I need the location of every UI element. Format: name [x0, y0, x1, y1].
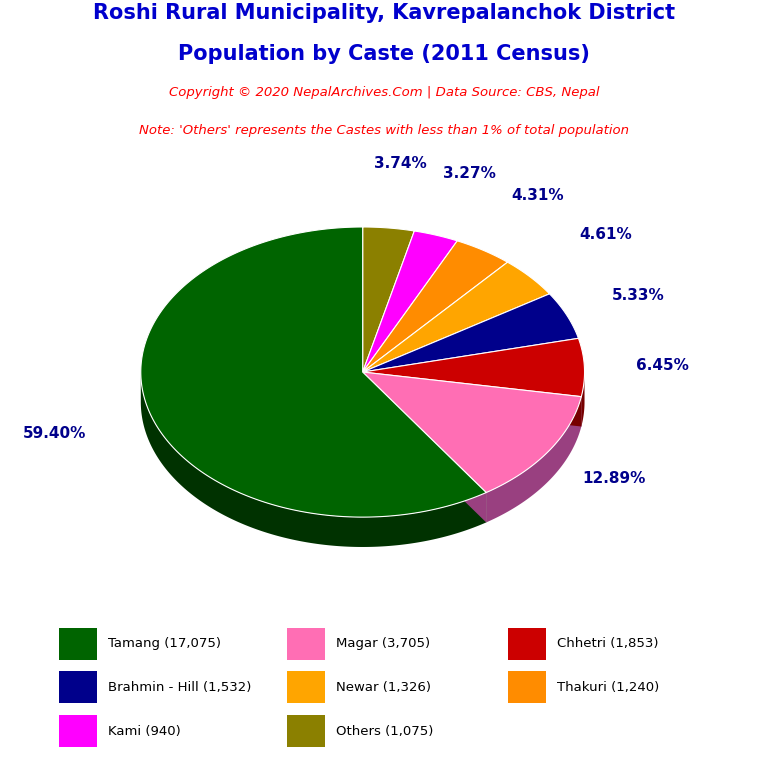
FancyBboxPatch shape [508, 671, 547, 703]
Text: Kami (940): Kami (940) [108, 725, 180, 737]
Polygon shape [362, 372, 581, 426]
FancyBboxPatch shape [59, 715, 97, 747]
Polygon shape [362, 241, 508, 372]
Text: 12.89%: 12.89% [582, 471, 646, 486]
Polygon shape [362, 372, 486, 522]
Text: Chhetri (1,853): Chhetri (1,853) [557, 637, 658, 650]
FancyBboxPatch shape [508, 627, 547, 660]
Text: Magar (3,705): Magar (3,705) [336, 637, 430, 650]
FancyBboxPatch shape [287, 627, 326, 660]
Text: 3.27%: 3.27% [443, 166, 495, 181]
Text: 4.31%: 4.31% [511, 188, 564, 204]
Polygon shape [141, 227, 486, 517]
Polygon shape [362, 372, 581, 426]
Text: Population by Caste (2011 Census): Population by Caste (2011 Census) [178, 45, 590, 65]
Text: Brahmin - Hill (1,532): Brahmin - Hill (1,532) [108, 681, 251, 694]
Text: Roshi Rural Municipality, Kavrepalanchok District: Roshi Rural Municipality, Kavrepalanchok… [93, 3, 675, 23]
Polygon shape [486, 396, 581, 522]
Text: Newar (1,326): Newar (1,326) [336, 681, 431, 694]
FancyBboxPatch shape [59, 627, 97, 660]
Polygon shape [362, 372, 486, 522]
Text: 6.45%: 6.45% [636, 358, 688, 373]
Text: 5.33%: 5.33% [612, 288, 664, 303]
Text: Others (1,075): Others (1,075) [336, 725, 433, 737]
Polygon shape [362, 372, 581, 492]
FancyBboxPatch shape [59, 671, 97, 703]
Polygon shape [362, 339, 584, 396]
Polygon shape [362, 262, 550, 372]
FancyBboxPatch shape [287, 715, 326, 747]
Text: Tamang (17,075): Tamang (17,075) [108, 637, 220, 650]
Polygon shape [581, 372, 584, 426]
Polygon shape [141, 372, 486, 547]
Text: Note: 'Others' represents the Castes with less than 1% of total population: Note: 'Others' represents the Castes wit… [139, 124, 629, 137]
Polygon shape [362, 227, 414, 372]
Text: 3.74%: 3.74% [374, 156, 427, 170]
Text: 59.40%: 59.40% [23, 425, 87, 441]
Text: Copyright © 2020 NepalArchives.Com | Data Source: CBS, Nepal: Copyright © 2020 NepalArchives.Com | Dat… [169, 86, 599, 99]
Polygon shape [362, 231, 457, 372]
FancyBboxPatch shape [287, 671, 326, 703]
Polygon shape [362, 294, 578, 372]
Text: 4.61%: 4.61% [579, 227, 632, 242]
Text: Thakuri (1,240): Thakuri (1,240) [557, 681, 659, 694]
